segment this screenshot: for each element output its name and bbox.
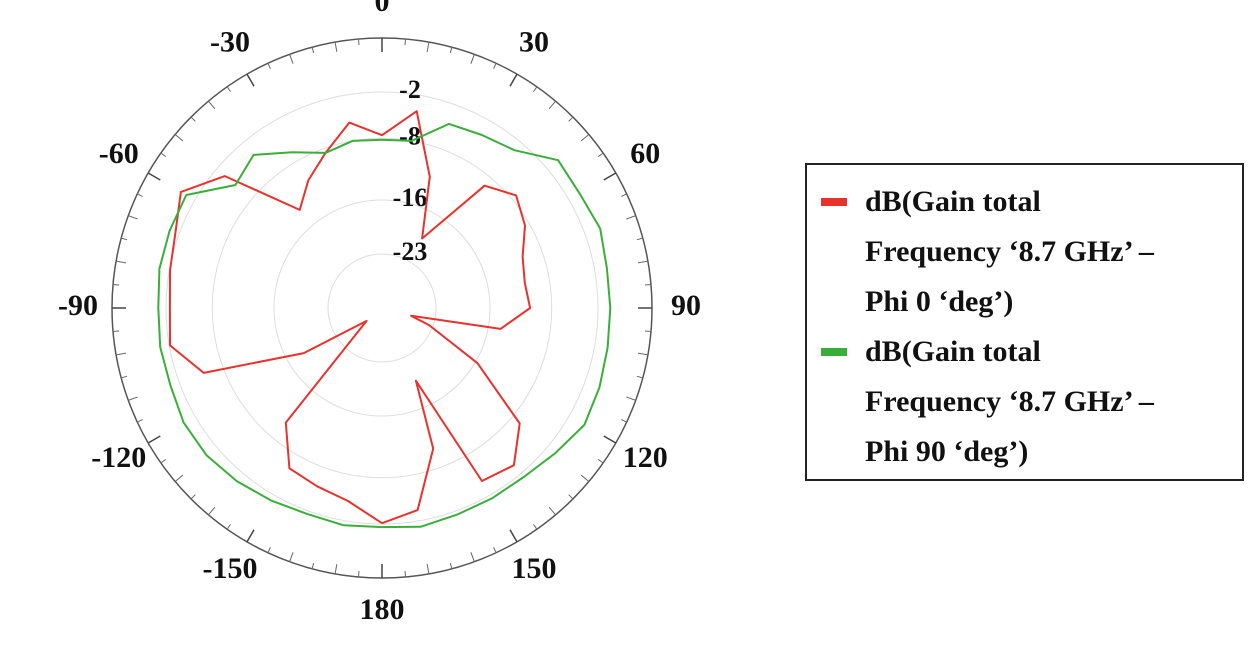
- ring-tick: [626, 215, 636, 220]
- r-tick-label: -8: [399, 121, 421, 150]
- ring-tick: [470, 552, 475, 562]
- theta-tick: [246, 73, 255, 87]
- series-line: [168, 110, 532, 525]
- ring-tick: [493, 547, 497, 553]
- theta-tick-label: -150: [203, 552, 258, 585]
- legend-label: dB(Gain total Frequency ‘8.7 GHz’ – Phi …: [865, 335, 1154, 468]
- ring-tick: [137, 419, 143, 423]
- ring-tick: [626, 396, 636, 401]
- ring-tick: [226, 86, 231, 93]
- ring-tick: [289, 54, 294, 64]
- ring-tick: [334, 563, 338, 574]
- grid-circle: [165, 91, 599, 525]
- grid-circle: [211, 137, 553, 479]
- series-line: [157, 122, 612, 529]
- ring-tick: [311, 562, 315, 569]
- ring-tick: [190, 494, 196, 500]
- ring-tick: [548, 100, 556, 110]
- ring-tick: [597, 152, 604, 157]
- theta-tick: [603, 172, 617, 181]
- ring-tick: [644, 283, 652, 286]
- ring-tick: [568, 116, 574, 122]
- ring-tick: [636, 375, 643, 379]
- ring-tick: [404, 570, 407, 578]
- ring-tick: [426, 563, 430, 574]
- ring-tick: [208, 100, 216, 110]
- ring-tick: [637, 352, 648, 356]
- ring-tick: [267, 547, 271, 553]
- ring-tick: [568, 494, 574, 500]
- grid-circle: [273, 199, 491, 417]
- ring-tick: [621, 193, 627, 197]
- theta-tick-label: -60: [99, 137, 139, 170]
- theta-tick: [509, 73, 518, 87]
- r-tick-label: -16: [393, 183, 428, 212]
- ring-tick: [470, 54, 475, 64]
- theta-tick: [246, 529, 255, 543]
- ring-tick: [357, 570, 360, 578]
- ring-tick: [289, 552, 294, 562]
- ring-tick: [208, 506, 216, 516]
- ring-tick: [121, 375, 128, 379]
- ring-tick: [174, 474, 184, 482]
- ring-tick: [311, 47, 315, 54]
- r-tick-label: -23: [393, 237, 428, 266]
- ring-tick: [160, 152, 167, 157]
- ring-tick: [357, 38, 360, 46]
- ring-tick: [637, 260, 648, 264]
- grid-circle: [327, 253, 437, 363]
- ring-tick: [112, 330, 120, 333]
- ring-tick: [533, 523, 538, 530]
- ring-tick: [121, 237, 128, 241]
- ring-tick: [116, 352, 127, 356]
- ring-tick: [597, 459, 604, 464]
- ring-tick: [580, 474, 590, 482]
- ring-tick: [226, 523, 231, 530]
- r-tick-label: -2: [399, 75, 421, 104]
- theta-tick: [147, 172, 161, 181]
- theta-tick-label: 90: [671, 289, 701, 322]
- legend-swatch: [821, 198, 847, 206]
- theta-tick-label: 150: [512, 552, 557, 585]
- ring-tick: [449, 562, 453, 569]
- ring-tick: [548, 506, 556, 516]
- ring-tick: [426, 42, 430, 53]
- ring-tick: [116, 260, 127, 264]
- ring-tick: [160, 459, 167, 464]
- ring-tick: [404, 38, 407, 46]
- ring-tick: [644, 330, 652, 333]
- legend-label: dB(Gain total Frequency ‘8.7 GHz’ – Phi …: [865, 185, 1154, 318]
- legend: dB(Gain total Frequency ‘8.7 GHz’ – Phi …: [805, 163, 1244, 481]
- ring-tick: [267, 63, 271, 69]
- ring-tick: [128, 215, 138, 220]
- ring-tick: [137, 193, 143, 197]
- legend-swatch: [821, 348, 847, 356]
- theta-tick-label: -90: [58, 289, 98, 322]
- ring-tick: [449, 47, 453, 54]
- ring-tick: [580, 134, 590, 142]
- ring-tick: [533, 86, 538, 93]
- theta-tick-label: 180: [360, 593, 405, 626]
- polar-chart: -2 -8 -16 -23 0 30 60 90 120 150 180 -150 -120 -90 -60…: [58, 0, 701, 626]
- ring-tick: [636, 237, 643, 241]
- theta-tick-label: -30: [210, 26, 250, 59]
- ring-tick: [493, 63, 497, 69]
- theta-tick-label: 120: [623, 441, 668, 474]
- theta-tick-label: 0: [375, 0, 390, 18]
- ring-tick: [621, 419, 627, 423]
- ring-tick: [334, 42, 338, 53]
- theta-tick-label: 30: [519, 26, 549, 59]
- ring-tick: [112, 283, 120, 286]
- theta-tick: [603, 435, 617, 444]
- theta-tick-label: -120: [91, 441, 146, 474]
- ring-tick: [128, 396, 138, 401]
- ring-tick: [174, 134, 184, 142]
- theta-tick-label: 60: [630, 137, 660, 170]
- theta-tick: [147, 435, 161, 444]
- ring-tick: [190, 116, 196, 122]
- theta-tick: [509, 529, 518, 543]
